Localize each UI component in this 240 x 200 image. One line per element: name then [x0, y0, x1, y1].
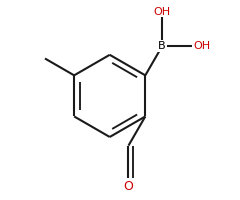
- Text: B: B: [158, 41, 166, 51]
- Text: OH: OH: [194, 41, 211, 51]
- Text: OH: OH: [154, 7, 171, 17]
- Text: O: O: [124, 180, 133, 193]
